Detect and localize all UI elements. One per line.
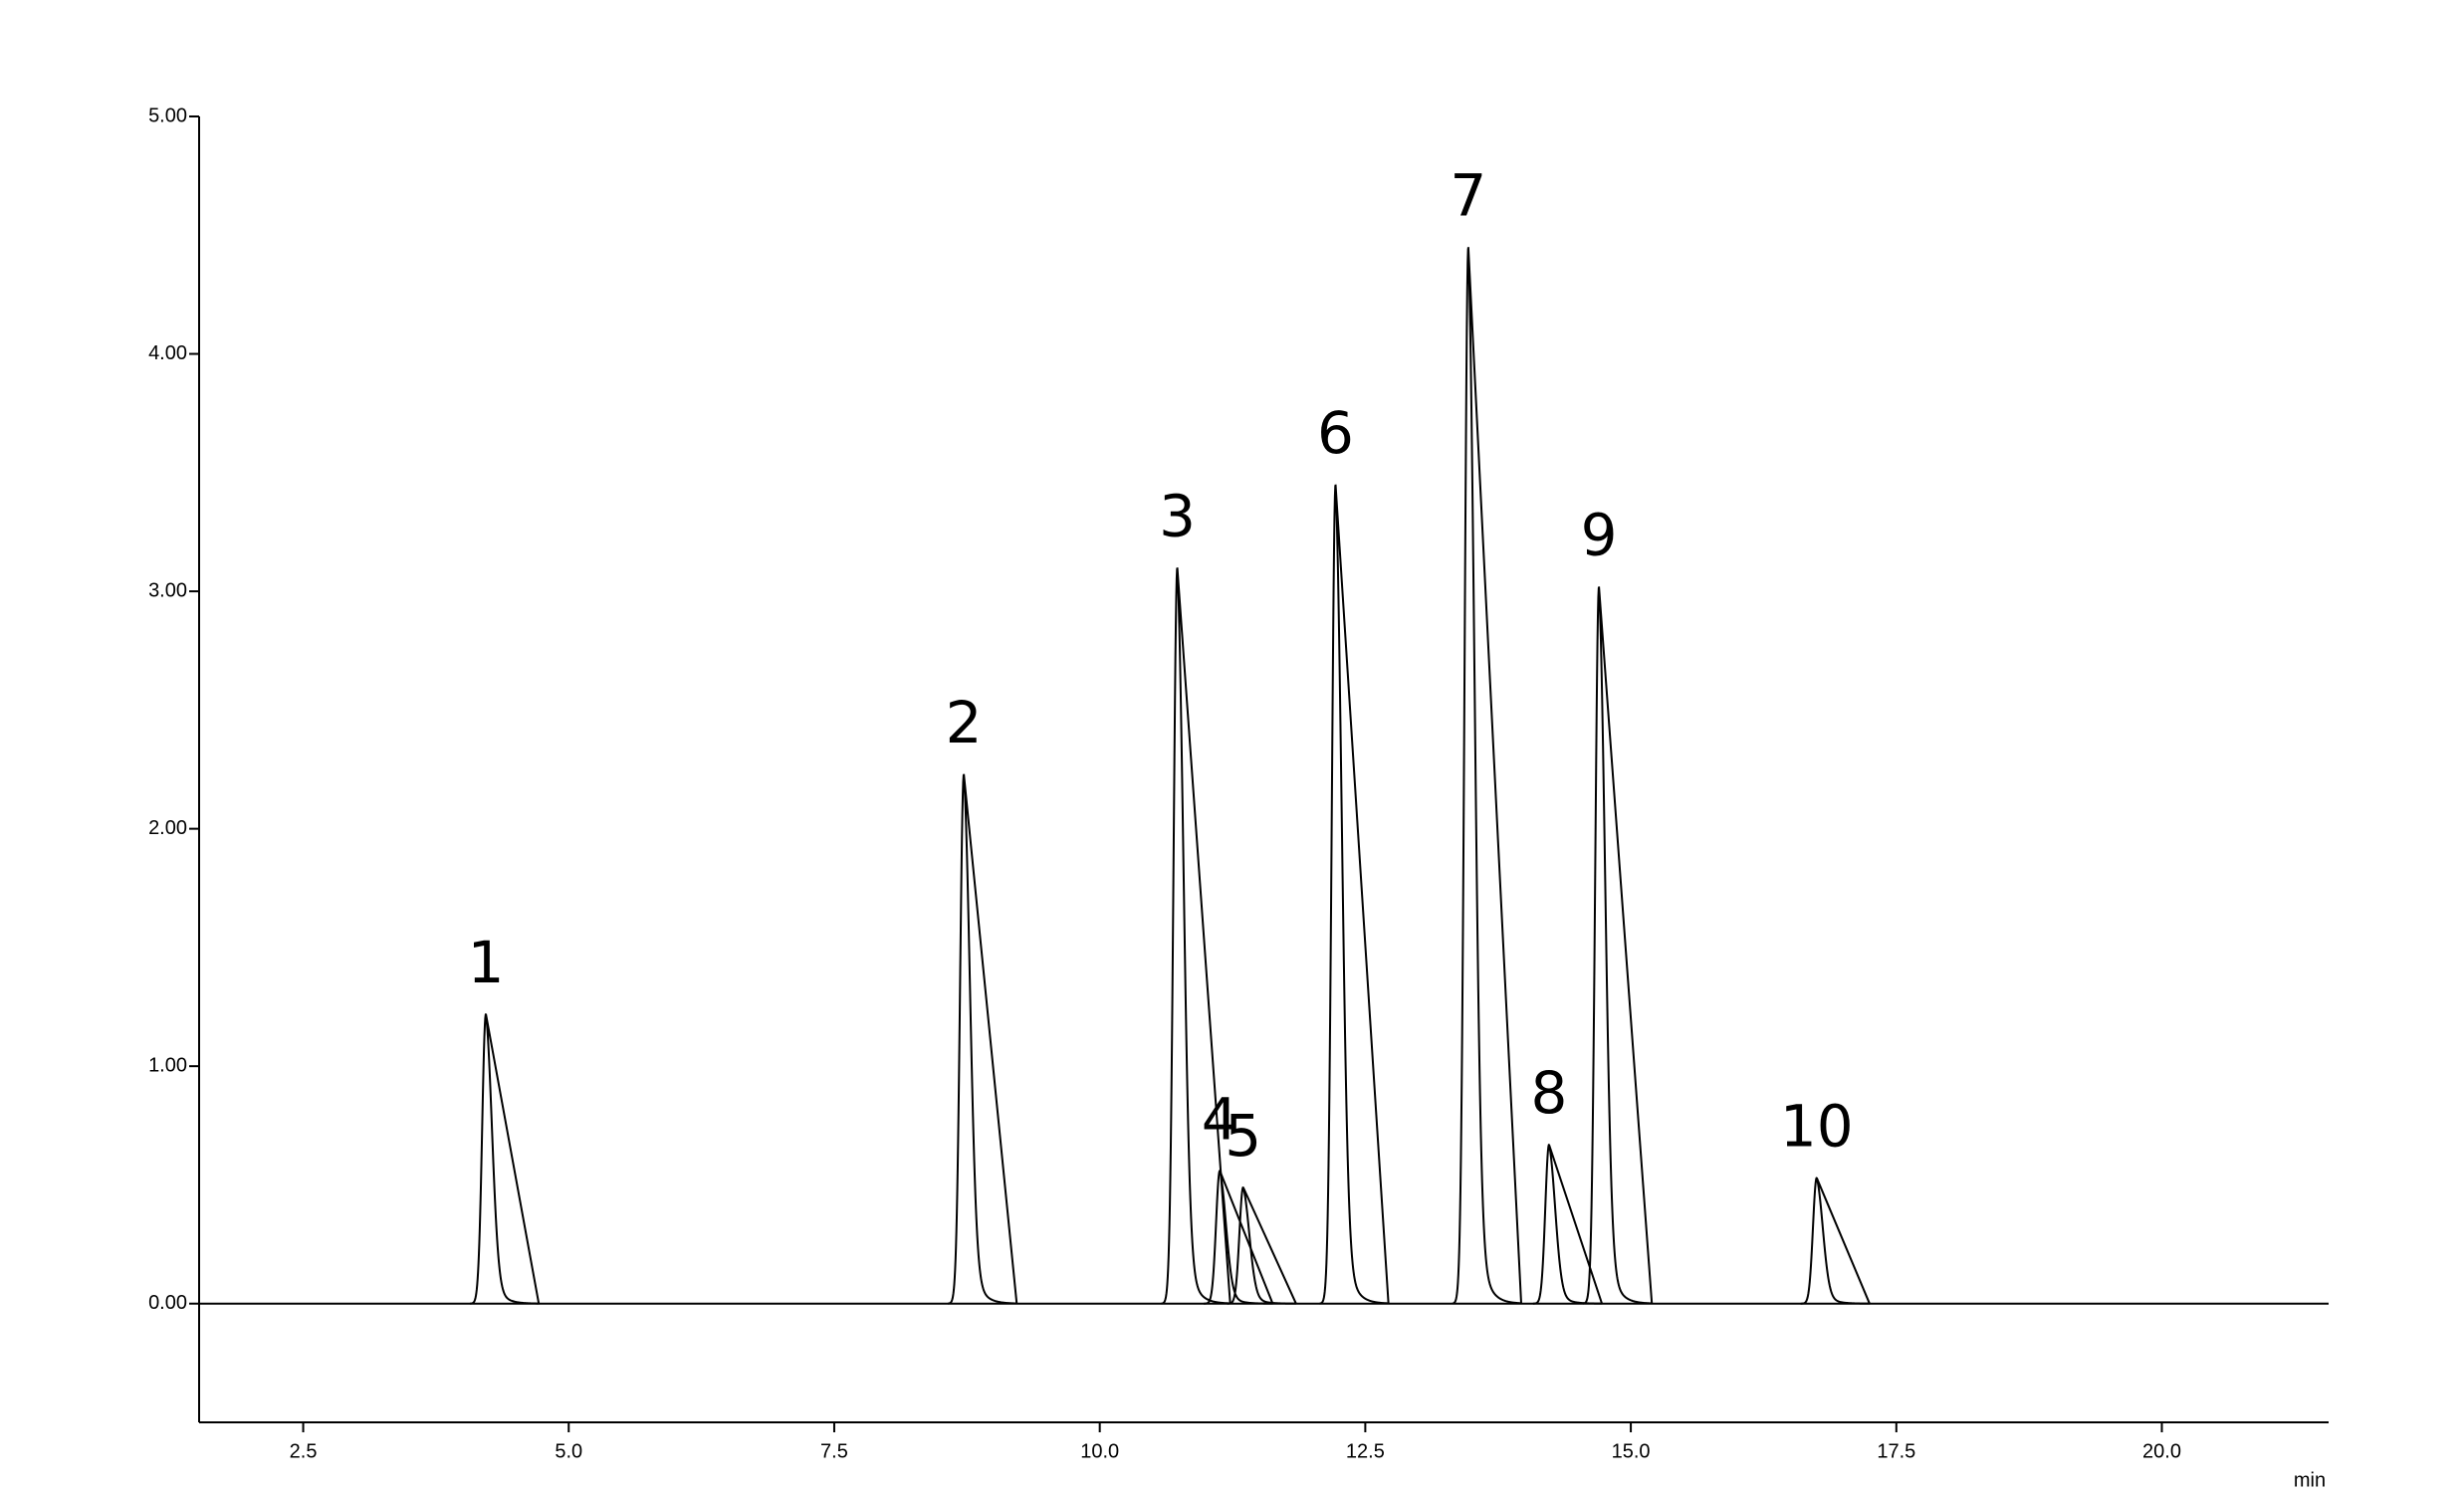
peak xyxy=(1227,1186,1297,1305)
peak-label: 3 xyxy=(1159,482,1196,549)
peak-label: 9 xyxy=(1581,501,1618,568)
peak xyxy=(1800,1176,1871,1305)
peak-label: 8 xyxy=(1530,1059,1567,1127)
peak-label: 5 xyxy=(1225,1102,1261,1170)
peak xyxy=(947,773,1018,1305)
peak-label: 6 xyxy=(1317,399,1354,467)
peak-label: 2 xyxy=(946,689,983,756)
peak-label: 10 xyxy=(1780,1092,1854,1160)
peak xyxy=(469,1013,541,1305)
x-tick-label: 7.5 xyxy=(820,1440,848,1462)
peak xyxy=(1203,1170,1274,1305)
x-tick-label: 17.5 xyxy=(1877,1440,1915,1462)
y-tick-label: 1.00 xyxy=(148,1054,187,1076)
peak-label: 1 xyxy=(468,929,505,996)
y-tick-label: 2.00 xyxy=(148,817,187,839)
x-axis-label: min xyxy=(2294,1469,2326,1491)
x-tick-label: 10.0 xyxy=(1080,1440,1119,1462)
y-tick-label: 4.00 xyxy=(148,342,187,364)
peak-label: 4 xyxy=(1202,1085,1238,1153)
peak xyxy=(1582,586,1654,1305)
y-tick-label: 0.00 xyxy=(148,1292,187,1314)
x-tick-label: 5.0 xyxy=(555,1440,582,1462)
x-tick-label: 12.5 xyxy=(1346,1440,1385,1462)
peak xyxy=(1532,1144,1604,1305)
peak xyxy=(1318,484,1390,1305)
y-tick-label: 5.00 xyxy=(148,105,187,126)
y-tick-label: 3.00 xyxy=(148,579,187,601)
x-tick-label: 20.0 xyxy=(2142,1440,2181,1462)
peak xyxy=(1160,567,1232,1305)
x-tick-label: 15.0 xyxy=(1612,1440,1651,1462)
peak-label: 7 xyxy=(1450,161,1486,229)
peak xyxy=(1452,247,1522,1305)
x-tick-label: 2.5 xyxy=(290,1440,318,1462)
